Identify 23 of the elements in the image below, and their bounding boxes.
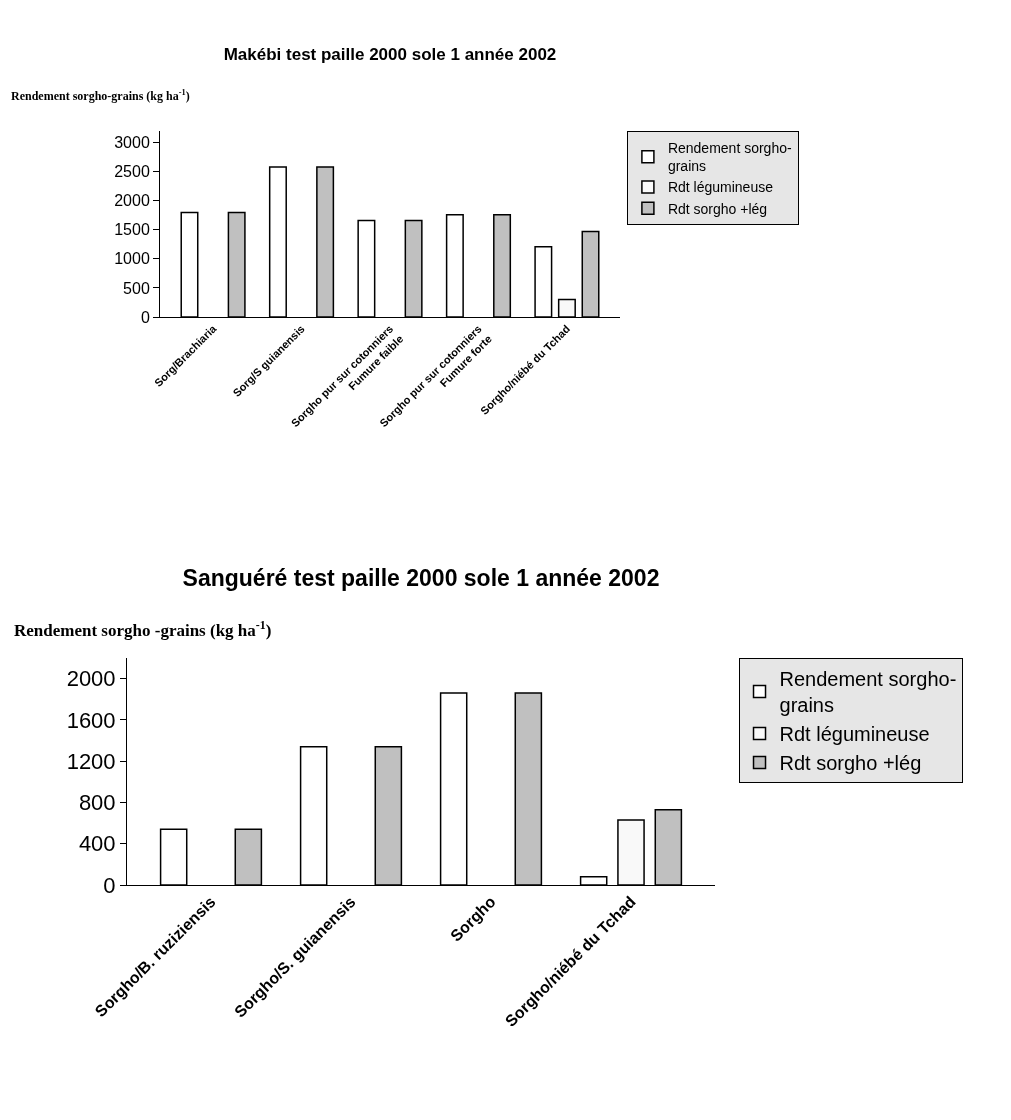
y-tick-label: 3000 xyxy=(114,134,150,152)
y-tick-label: 2500 xyxy=(114,163,150,181)
y-tick-label: 0 xyxy=(103,872,116,898)
y-tick-label: 400 xyxy=(78,831,116,857)
chart-title: Sanguéré test paille 2000 sole 1 année 2002 xyxy=(182,565,660,592)
y-tick-label: 2000 xyxy=(66,666,116,692)
legend-label: Rdt sorgho +lég xyxy=(667,200,768,217)
y-tick-label: 800 xyxy=(78,790,116,816)
y-axis-title: Rendement sorgho -grains (kg ha$^{-1}$) xyxy=(14,618,272,641)
legend-label: Rendement sorgho-grains xyxy=(667,140,792,175)
chart-title: Makébi test paille 2000 sole 1 année 2002 xyxy=(223,44,557,64)
y-tick-label: 1600 xyxy=(66,707,116,733)
y-tick-label: 0 xyxy=(140,308,150,326)
y-tick-label: 1200 xyxy=(66,748,116,774)
legend-label: Rdt sorgho +lég xyxy=(779,752,922,775)
y-tick-label: 2000 xyxy=(114,192,150,210)
y-axis-title: Rendement sorgho-grains (kg ha$^{-1}$) xyxy=(11,88,190,104)
legend-label: Rdt légumineuse xyxy=(779,723,930,746)
legend-label: Rdt légumineuse xyxy=(667,179,774,196)
y-tick-label: 500 xyxy=(123,279,150,297)
y-tick-label: 1500 xyxy=(114,221,150,239)
y-tick-label: 1000 xyxy=(114,250,150,268)
legend-label: Rendement sorgho-grains xyxy=(779,668,957,717)
